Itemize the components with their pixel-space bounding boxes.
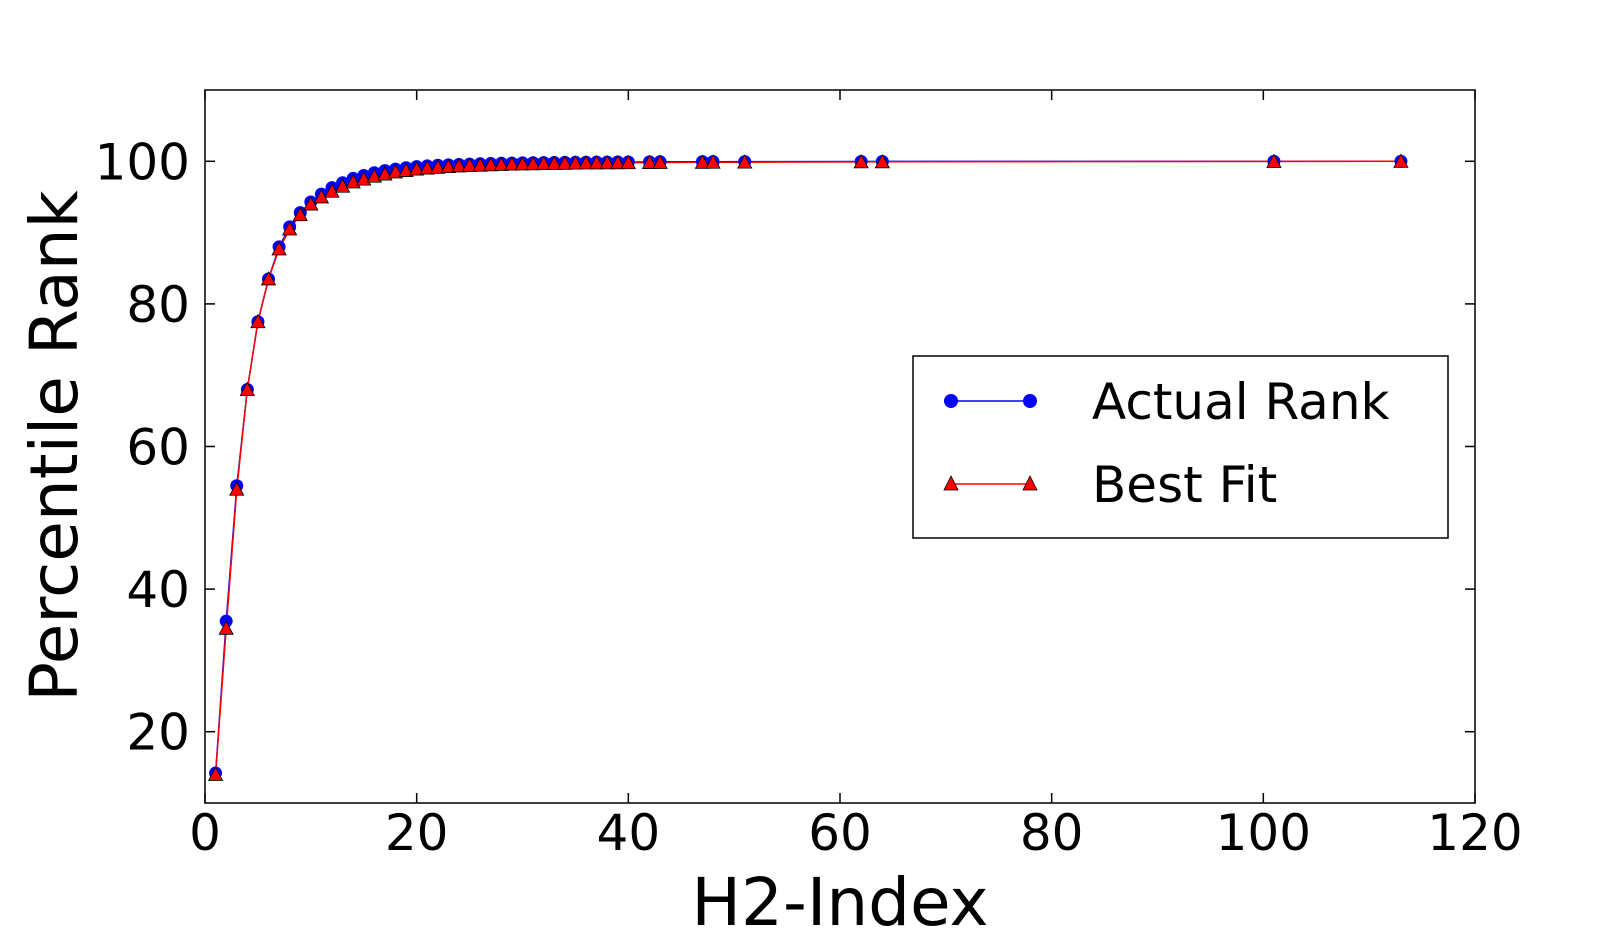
data-point-best-fit	[567, 155, 584, 170]
data-point-best-fit	[472, 157, 488, 172]
data-point-best-fit	[504, 156, 520, 171]
legend-label-actual-rank: Actual Rank	[1092, 373, 1390, 431]
data-point-best-fit	[313, 189, 330, 204]
data-point-best-fit	[419, 160, 435, 175]
x-tick-label: 0	[189, 804, 221, 862]
y-tick-label: 80	[126, 276, 190, 334]
data-point-best-fit	[546, 155, 562, 170]
data-point-best-fit	[281, 221, 298, 236]
data-point-best-fit	[853, 154, 869, 169]
data-point-best-fit	[599, 155, 615, 170]
data-point-best-fit	[737, 154, 753, 169]
data-point-best-fit	[207, 766, 224, 781]
data-point-best-fit	[324, 183, 340, 198]
data-point-best-fit	[366, 168, 383, 183]
x-tick-label: 40	[597, 804, 661, 862]
data-point-best-fit	[557, 155, 573, 170]
data-point-best-fit	[461, 157, 478, 172]
data-point-best-fit	[218, 620, 234, 635]
x-axis-label: H2-Index	[691, 864, 988, 940]
x-tick-label: 20	[385, 804, 449, 862]
data-point-best-fit	[483, 157, 499, 172]
data-point-best-fit	[705, 154, 721, 169]
data-point-best-fit	[303, 196, 319, 211]
legend-marker-best-fit	[1022, 475, 1038, 491]
data-point-best-fit	[292, 206, 308, 222]
data-point-best-fit	[387, 164, 404, 179]
data-point-best-fit	[525, 155, 541, 171]
data-point-best-fit	[271, 241, 287, 256]
y-axis-label: Percentile Rank	[16, 189, 93, 701]
data-point-best-fit	[620, 154, 637, 170]
legend-marker-actual-rank	[1023, 394, 1037, 408]
data-point-best-fit	[334, 178, 351, 193]
x-tick-label: 60	[808, 804, 872, 862]
legend-marker-best-fit	[943, 475, 959, 491]
legend: Actual Rank Best Fit	[912, 355, 1449, 539]
y-tick-label: 20	[126, 704, 190, 762]
data-point-best-fit	[610, 154, 626, 170]
data-point-best-fit	[440, 158, 457, 174]
data-point-best-fit	[239, 381, 256, 396]
data-point-best-fit	[874, 153, 891, 169]
x-tick-label: 120	[1427, 804, 1522, 862]
data-point-best-fit	[260, 271, 277, 286]
data-point-best-fit	[451, 158, 467, 173]
data-point-best-fit	[535, 155, 552, 170]
axis-ticks	[204, 90, 1476, 803]
data-point-best-fit	[377, 166, 393, 181]
y-tick-labels: 20 40 60 80 100	[95, 133, 190, 761]
data-point-best-fit	[430, 159, 446, 174]
data-point-best-fit	[578, 155, 594, 170]
data-point-best-fit	[514, 156, 531, 171]
legend-box	[912, 355, 1449, 539]
x-tick-labels: 0 20 40 60 80 100 120	[189, 804, 1523, 862]
x-tick-label: 80	[1020, 804, 1084, 862]
data-point-best-fit	[398, 162, 414, 177]
data-point-best-fit	[1393, 153, 1409, 168]
data-point-best-fit	[641, 154, 658, 169]
y-tick-label: 100	[95, 133, 190, 191]
data-point-best-fit	[408, 161, 425, 176]
y-tick-label: 40	[126, 561, 190, 619]
data-point-best-fit	[652, 154, 668, 169]
x-tick-label: 100	[1216, 804, 1311, 862]
data-point-best-fit	[588, 155, 605, 170]
data-point-best-fit	[229, 481, 245, 496]
legend-marker-actual-rank	[944, 394, 958, 408]
data-point-best-fit	[694, 154, 711, 169]
series-layer	[207, 153, 1409, 781]
y-tick-label: 60	[126, 419, 190, 477]
data-point-best-fit	[1266, 153, 1282, 168]
data-point-best-fit	[493, 156, 510, 171]
data-point-best-fit	[250, 313, 266, 329]
legend-label-best-fit: Best Fit	[1092, 456, 1277, 514]
